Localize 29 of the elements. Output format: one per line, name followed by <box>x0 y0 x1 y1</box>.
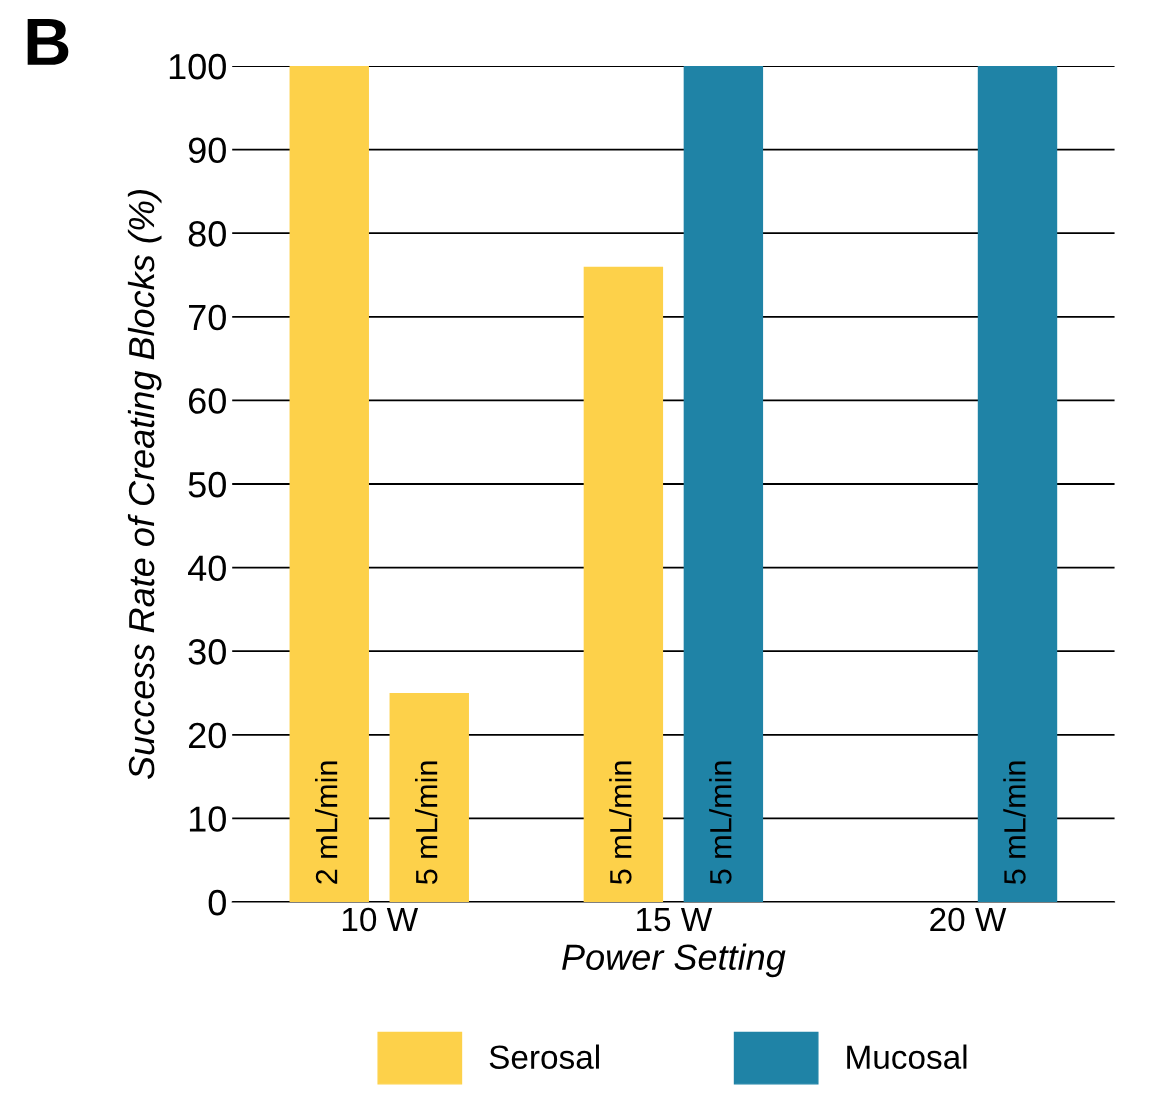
annotation: 2 mL/min <box>315 761 338 884</box>
y-tick-label: 40 <box>188 555 226 582</box>
y-tick-label: 90 <box>188 137 226 164</box>
x-tick-label: 15 W <box>637 908 713 932</box>
y-tick-label: 30 <box>188 639 226 665</box>
x-tick-label: 10 W <box>342 907 419 932</box>
y-tick-label: 50 <box>188 471 226 498</box>
y-tick-label: 80 <box>188 221 226 247</box>
bar <box>683 66 764 902</box>
y-tick-label: 0 <box>208 889 226 916</box>
legend-label: Serosal <box>489 1044 599 1069</box>
x-tick-label: 20 W <box>930 907 1007 932</box>
bar <box>389 693 469 902</box>
y-tick-label: 70 <box>189 304 226 331</box>
y-tick-label: 60 <box>189 388 226 414</box>
y-axis-title: Success Rate of Creating Blocks (%) <box>127 190 162 779</box>
bar <box>977 66 1058 902</box>
legend-label: Mucosal <box>847 1044 967 1069</box>
annotation: 5 mL/min <box>609 761 632 885</box>
text: B <box>27 18 69 65</box>
y-tick-label: 20 <box>188 722 226 749</box>
y-tick-label: 100 <box>169 53 226 80</box>
annotation: 5 mL/min <box>1003 761 1026 885</box>
bar <box>583 266 664 902</box>
annotation: 5 mL/min <box>709 761 732 885</box>
bar <box>289 66 369 902</box>
y-tick-label: 10 <box>189 806 226 832</box>
annotation: 5 mL/min <box>415 761 438 885</box>
x-axis-title: Power Setting <box>562 943 786 978</box>
